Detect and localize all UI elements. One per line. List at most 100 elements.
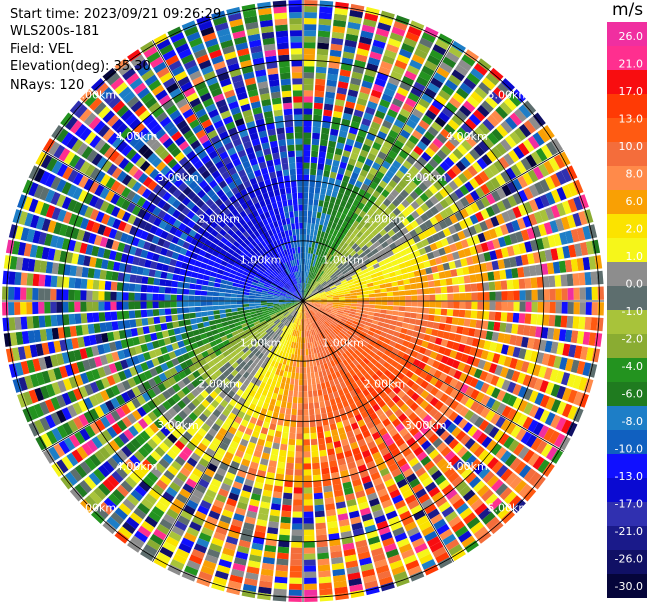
radar-gate <box>182 288 190 295</box>
radar-gate <box>550 189 562 203</box>
radar-gate <box>374 78 387 88</box>
radar-gate <box>303 228 307 235</box>
radar-gate <box>325 288 332 293</box>
radar-gate <box>404 312 411 318</box>
radar-gate <box>359 36 373 45</box>
radar-gate <box>317 564 331 572</box>
radar-gate <box>523 201 534 214</box>
radar-gate <box>414 276 422 283</box>
radar-gate <box>338 130 348 139</box>
radar-gate <box>472 109 486 122</box>
radar-gate <box>459 184 470 196</box>
radar-gate <box>303 90 314 97</box>
radar-gate <box>335 282 342 287</box>
radar-gate <box>525 289 532 301</box>
radar-gate <box>218 305 226 310</box>
radar-gate <box>434 116 447 128</box>
radar-gate <box>316 48 329 56</box>
radar-gate <box>463 275 471 284</box>
radar-gate <box>407 26 422 37</box>
radar-gate <box>316 419 323 427</box>
radar-gate <box>444 195 455 206</box>
radar-gate <box>428 158 439 169</box>
radar-gate <box>547 235 556 248</box>
radar-gate <box>380 288 387 293</box>
radar-gate <box>345 237 353 245</box>
radar-gate <box>311 241 316 248</box>
radar-gate <box>323 424 331 432</box>
radar-gate <box>213 287 220 292</box>
radar-gate <box>327 247 333 254</box>
radar-gate <box>459 82 473 95</box>
radar-gate <box>421 92 434 104</box>
radar-gate <box>427 280 435 288</box>
radar-gate <box>491 190 502 202</box>
radar-gate <box>140 293 147 301</box>
radar-gate <box>172 321 180 329</box>
radar-gate <box>394 59 408 70</box>
radar-gate <box>348 217 356 226</box>
radar-gate <box>515 231 524 243</box>
radar-gate <box>538 163 550 178</box>
radar-ppi-plot: 1.00km2.00km3.00km4.00km5.00km1.00km2.00… <box>2 0 604 602</box>
radar-gate <box>484 218 494 230</box>
radar-gate <box>307 222 311 230</box>
radar-gate <box>405 295 412 301</box>
radar-gate <box>219 309 226 314</box>
radar-gate <box>323 219 329 227</box>
radar-gate <box>325 268 332 275</box>
radar-gate <box>379 313 387 319</box>
radar-gate <box>500 312 508 322</box>
radar-gate <box>464 310 472 318</box>
radar-gate <box>353 109 364 118</box>
radar-gate <box>164 308 172 315</box>
radar-gate <box>212 291 220 297</box>
radar-gate <box>303 186 309 193</box>
radar-gate <box>469 131 482 144</box>
radar-gate <box>456 127 469 139</box>
radar-gate <box>2 270 10 285</box>
radar-gate <box>561 200 572 215</box>
radar-gate <box>324 239 330 246</box>
radar-gate <box>487 271 495 281</box>
radar-gate <box>158 308 166 316</box>
radar-gate <box>310 168 317 176</box>
radar-gate <box>278 455 287 463</box>
radar-gate <box>505 268 513 279</box>
radar-gate <box>555 170 567 185</box>
radar-gate <box>303 469 312 476</box>
radar-gate <box>350 77 362 86</box>
radar-gate <box>385 262 393 269</box>
radar-gate <box>447 301 454 309</box>
radar-gate <box>303 216 308 223</box>
radar-gate <box>438 111 451 123</box>
radar-gate <box>338 274 345 280</box>
radar-gate <box>388 165 399 175</box>
radar-gate <box>314 282 320 288</box>
radar-gate <box>403 317 410 324</box>
radar-gate <box>312 273 317 280</box>
radar-gate <box>337 167 346 175</box>
radar-gate <box>449 214 459 224</box>
radar-gate <box>320 461 329 469</box>
radar-gate <box>346 95 357 104</box>
radar-gate <box>338 296 346 299</box>
radar-gate <box>318 277 324 284</box>
radar-gate <box>543 289 550 301</box>
radar-gate <box>398 285 405 291</box>
radar-gate <box>504 135 517 149</box>
radar-gate <box>158 294 165 301</box>
radar-gate <box>513 146 525 160</box>
radar-gate <box>343 260 350 267</box>
radar-gate <box>214 318 222 325</box>
radar-gate <box>303 445 311 452</box>
radar-gate <box>292 360 297 367</box>
radar-gate <box>325 405 333 413</box>
radar-gate <box>435 240 444 249</box>
radar-gate <box>358 261 366 268</box>
radar-gate <box>308 298 315 301</box>
radar-gate <box>528 199 539 212</box>
radar-gate <box>98 312 106 322</box>
radar-gate <box>224 301 231 305</box>
radar-gate <box>421 114 434 126</box>
